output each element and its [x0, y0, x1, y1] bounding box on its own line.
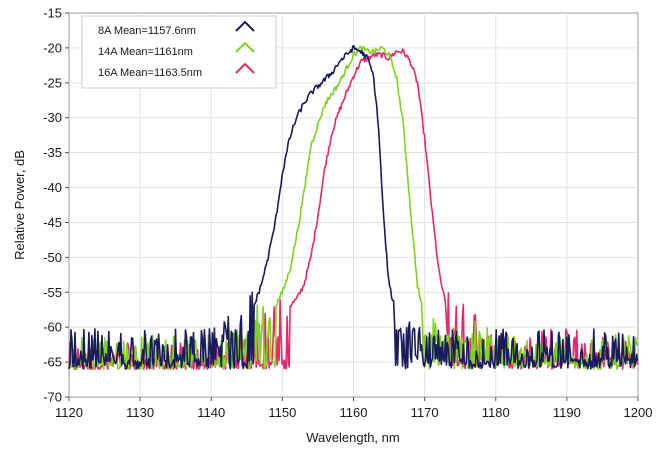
- x-axis-title: Wavelength, nm: [306, 430, 399, 445]
- y-tick-label: -15: [43, 6, 62, 21]
- y-tick-label: -70: [43, 390, 62, 405]
- x-tick-label: 1140: [197, 405, 225, 420]
- legend: 8A Mean=1157.6nm 14A Mean=1161nm 16A Mea…: [81, 15, 277, 89]
- x-tick-label: 1130: [126, 405, 154, 420]
- y-tick-label: -60: [43, 320, 62, 335]
- y-tick-label: -40: [43, 180, 62, 195]
- y-tick-label: -20: [43, 40, 62, 55]
- series-layer: [68, 45, 639, 370]
- y-tick-label: -25: [43, 75, 62, 90]
- x-tick-label: 1160: [340, 405, 368, 420]
- y-tick-label: -30: [43, 110, 62, 125]
- x-tick-label: 1200: [624, 405, 653, 420]
- series-line-0: [68, 45, 639, 370]
- legend-label-16a: 16A Mean=1163.5nm: [98, 67, 202, 79]
- legend-label-8a: 8A Mean=1157.6nm: [98, 25, 196, 37]
- legend-box: [81, 15, 277, 89]
- legend-swatch-8a: [235, 20, 255, 32]
- legend-swatch-16a: [235, 62, 255, 74]
- y-axis-title: Relative Power, dB: [12, 150, 27, 260]
- axes: 1120 1130 1140 1150 1160 1170 1180 1190 1200 -70 -…: [43, 6, 652, 421]
- legend-swatch-14a: [235, 41, 255, 53]
- legend-label-14a: 14A Mean=1161nm: [98, 46, 193, 58]
- legend-entry-8a: 8A Mean=1157.6nm: [98, 20, 255, 37]
- x-tick-label: 1170: [411, 405, 439, 420]
- x-tick-label: 1180: [482, 405, 510, 420]
- x-tick-label: 1120: [55, 405, 83, 420]
- y-tick-label: -45: [43, 215, 62, 230]
- y-tick-label: -35: [43, 145, 62, 160]
- y-tick-label: -50: [43, 250, 62, 265]
- x-tick-label: 1150: [268, 405, 296, 420]
- x-tick-label: 1190: [553, 405, 581, 420]
- y-tick-label: -65: [43, 355, 62, 370]
- legend-entry-16a: 16A Mean=1163.5nm: [98, 62, 255, 79]
- y-tick-label: -55: [43, 285, 62, 300]
- legend-entry-14a: 14A Mean=1161nm: [98, 41, 255, 58]
